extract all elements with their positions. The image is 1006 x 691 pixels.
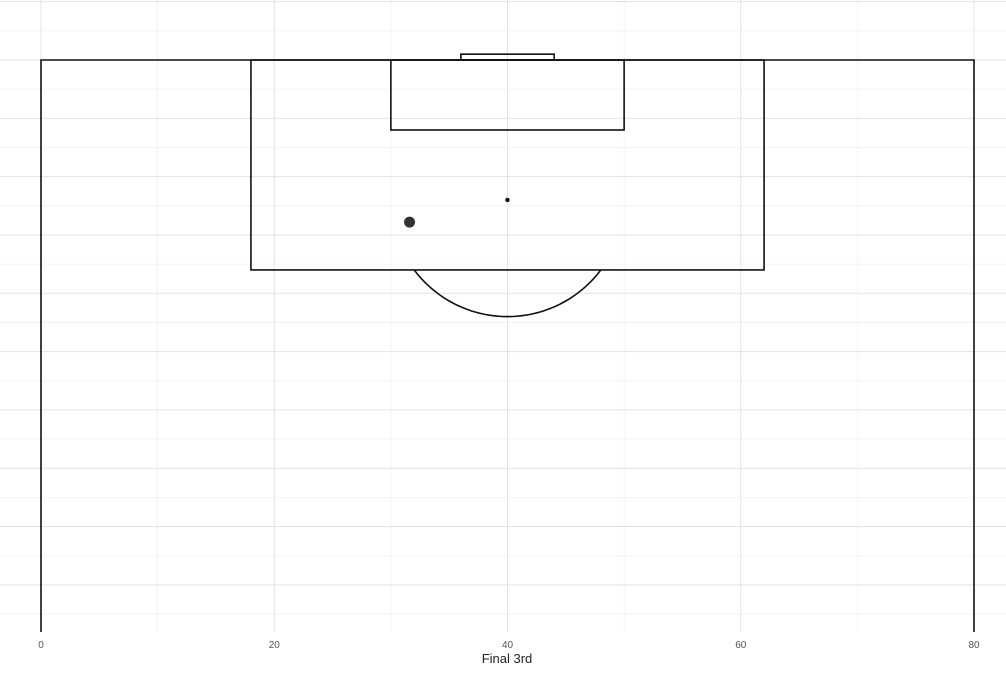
shot-point [404, 217, 415, 228]
x-tick-label: 20 [269, 640, 281, 651]
x-tick-label: 80 [968, 640, 980, 651]
x-axis: 0 20 40 60 80 [38, 640, 980, 651]
x-axis-title: Final 3rd [482, 651, 533, 666]
points-layer [404, 217, 415, 228]
x-tick-label: 0 [38, 640, 44, 651]
penalty-spot [505, 198, 509, 202]
x-tick-label: 60 [735, 640, 747, 651]
x-tick-label: 40 [502, 640, 514, 651]
